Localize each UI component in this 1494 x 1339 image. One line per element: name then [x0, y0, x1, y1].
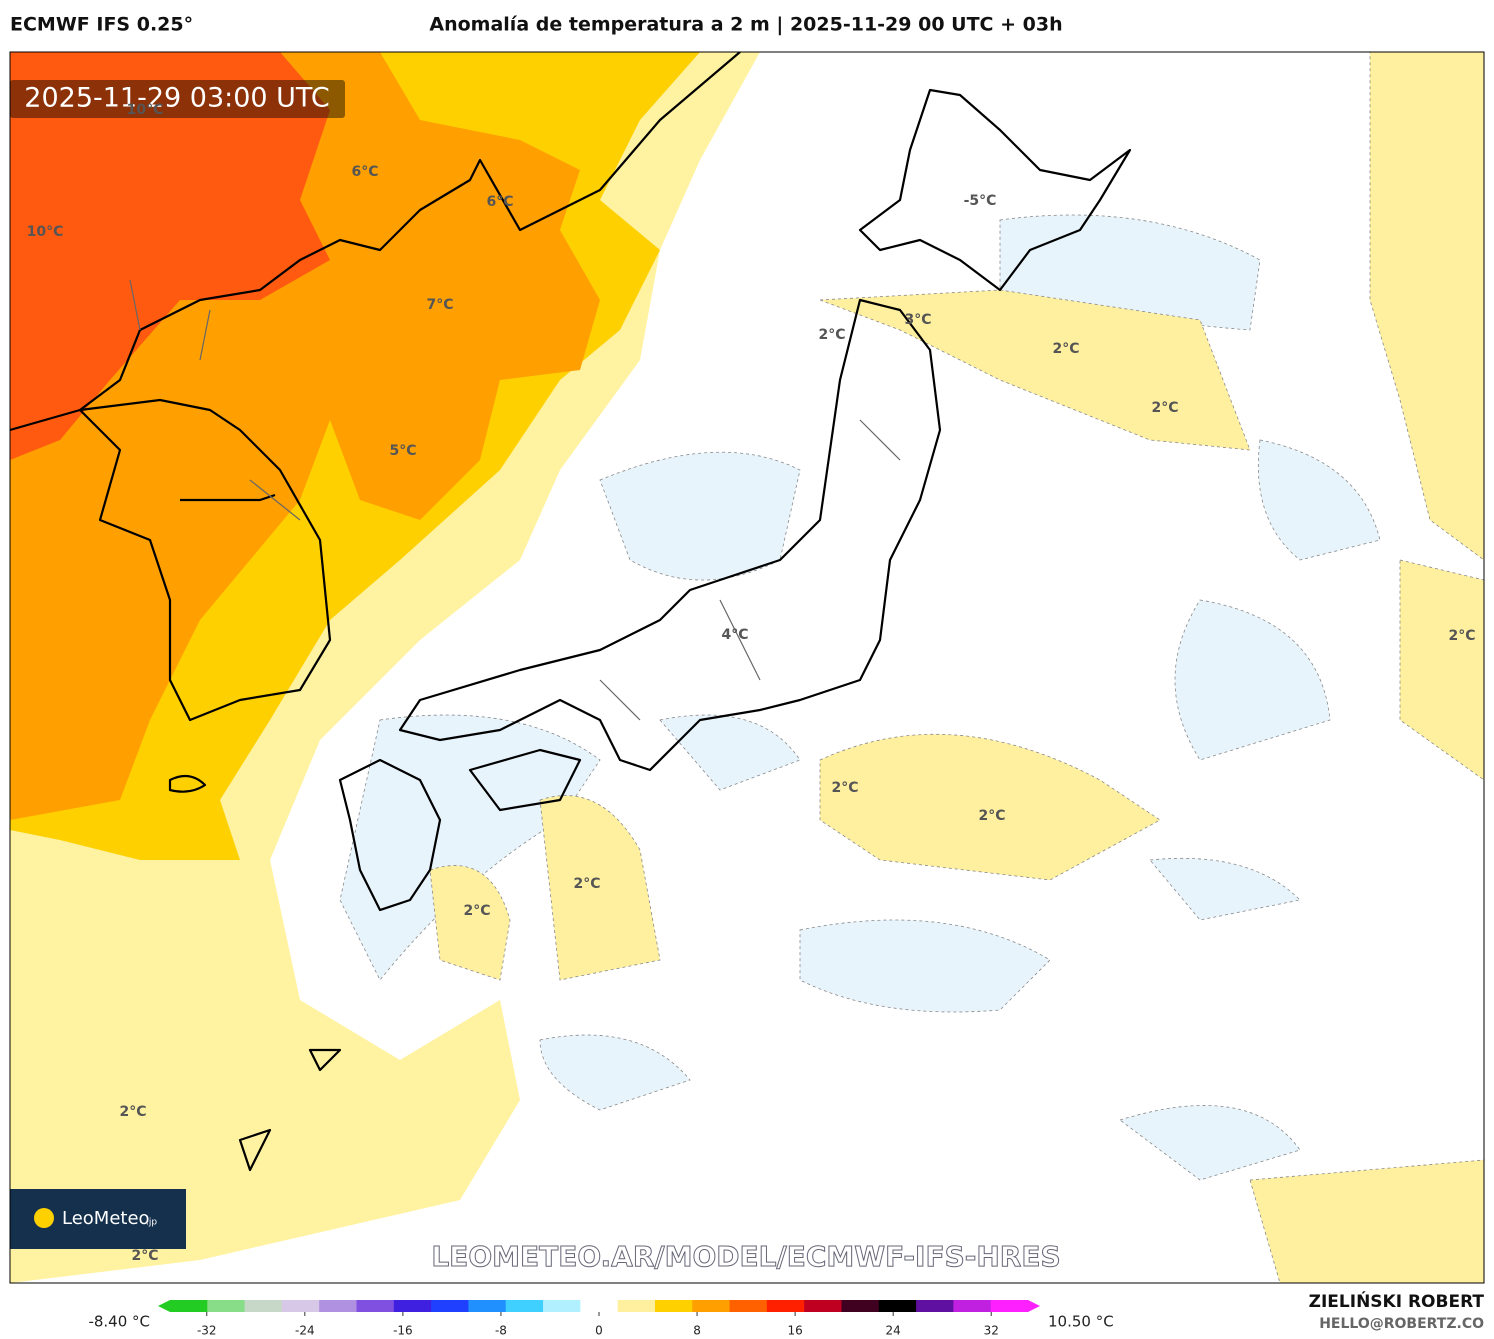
colorbar-tick-label: 32 — [984, 1324, 999, 1338]
contour-label: 2°C — [1448, 628, 1475, 644]
colorbar-swatch — [468, 1300, 507, 1312]
contour-label: 6°C — [486, 194, 513, 210]
contour-label: 4°C — [721, 627, 748, 643]
colorbar-swatch — [729, 1300, 768, 1312]
colorbar-tick-label: -16 — [393, 1324, 413, 1338]
colorbar-swatch — [543, 1300, 581, 1312]
warm-anomaly-very-strong — [10, 52, 330, 460]
logo-brand: LeoMeteo — [62, 1208, 150, 1229]
model-name: ECMWF IFS 0.25° — [10, 14, 193, 36]
colorbar-swatch — [207, 1300, 246, 1312]
colorbar-swatch — [654, 1300, 693, 1312]
colorbar-swatch — [953, 1300, 992, 1312]
colorbar-max: 10.50 °C — [1048, 1313, 1114, 1331]
timestamp: 2025-11-29 03:00 UTC — [24, 83, 329, 114]
coastline — [468, 748, 582, 812]
contour-label: 2°C — [818, 327, 845, 343]
colorbar-min: -8.40 °C — [88, 1313, 150, 1331]
colorbar-swatch — [319, 1300, 358, 1312]
colorbar-tick-label: 8 — [693, 1324, 701, 1338]
colorbar-swatch — [281, 1300, 320, 1312]
contour-label: 2°C — [978, 808, 1005, 824]
coastline — [78, 398, 332, 722]
coastline — [168, 493, 342, 1172]
contour-labels: 10°C 10°C 6°C 6°C 7°C 5°C -5°C 2°C 3°C 2°C 2°C 4°C 2… — [27, 102, 1476, 1264]
contour-label: 2°C — [1052, 341, 1079, 357]
colorbar-swatch — [692, 1300, 731, 1312]
colorbar-swatch — [916, 1300, 954, 1312]
contour-label: 2°C — [1151, 400, 1178, 416]
colorbar-swatch — [393, 1300, 432, 1312]
colorbar: -32 -24 -16 -8 0 8 16 24 32 — [158, 1300, 1040, 1338]
contour-label: 5°C — [389, 443, 416, 459]
admin-border — [129, 279, 901, 721]
contour-label: 6°C — [351, 164, 378, 180]
logo-suffix: .jp — [146, 1218, 157, 1228]
contour-label: 10°C — [127, 102, 164, 118]
contour-label: 2°C — [831, 780, 858, 796]
map-area: 2025-11-29 03:00 UTC 10°C 10°C 6°C 6°C 7°C 5°… — [10, 52, 1484, 1283]
watermark: LEOMETEO.AR/MODEL/ECMWF-IFS-HRES — [431, 1240, 1060, 1273]
author: ZIELIŃSKI ROBERT — [1309, 1290, 1485, 1312]
contour-label: 2°C — [119, 1104, 146, 1120]
contour-label: 2°C — [131, 1248, 158, 1264]
colorbar-tick-label: 16 — [787, 1324, 802, 1338]
coastline — [858, 88, 1132, 292]
contour-label: 3°C — [904, 312, 931, 328]
colorbar-swatch — [580, 1300, 619, 1312]
colorbar-swatch — [804, 1300, 842, 1312]
colorbar-tick-label: -8 — [495, 1324, 507, 1338]
colorbar-swatch — [990, 1300, 1029, 1312]
coastline — [398, 298, 942, 772]
contour-label: -5°C — [964, 193, 997, 209]
colorbar-swatch — [617, 1300, 656, 1312]
coastline — [10, 52, 741, 432]
contour-label: 7°C — [426, 297, 453, 313]
email: HELLO@ROBERTZ.CO — [1319, 1316, 1484, 1332]
colorbar-end — [158, 1300, 170, 1312]
timestamp-box — [10, 80, 345, 118]
contour-label: 10°C — [27, 224, 64, 240]
colorbar-swatch — [356, 1300, 395, 1312]
colorbar-swatch — [505, 1300, 544, 1312]
colorbar-swatch — [878, 1300, 917, 1312]
colorbar-tick-label: 24 — [886, 1324, 901, 1338]
colorbar-swatch — [431, 1300, 469, 1312]
colorbar-tick-label: 0 — [595, 1324, 603, 1338]
colorbar-swatch — [170, 1300, 208, 1312]
colorbar-swatch — [766, 1300, 805, 1312]
warm-anomaly-light — [429, 52, 1484, 1283]
contour-label: 2°C — [573, 876, 600, 892]
colorbar-end — [1028, 1300, 1040, 1312]
colorbar-tick-label: -24 — [295, 1324, 315, 1338]
logo-sun — [34, 1208, 54, 1228]
contour-label: 2°C — [463, 903, 490, 919]
map-frame — [9, 51, 1485, 1284]
coastline — [338, 758, 442, 912]
colorbar-swatch — [244, 1300, 283, 1312]
map-title: Anomalía de temperatura a 2 m | 2025-11-… — [429, 14, 1062, 36]
colorbar-swatch — [841, 1300, 880, 1312]
colorbar-tick-label: -32 — [197, 1324, 217, 1338]
